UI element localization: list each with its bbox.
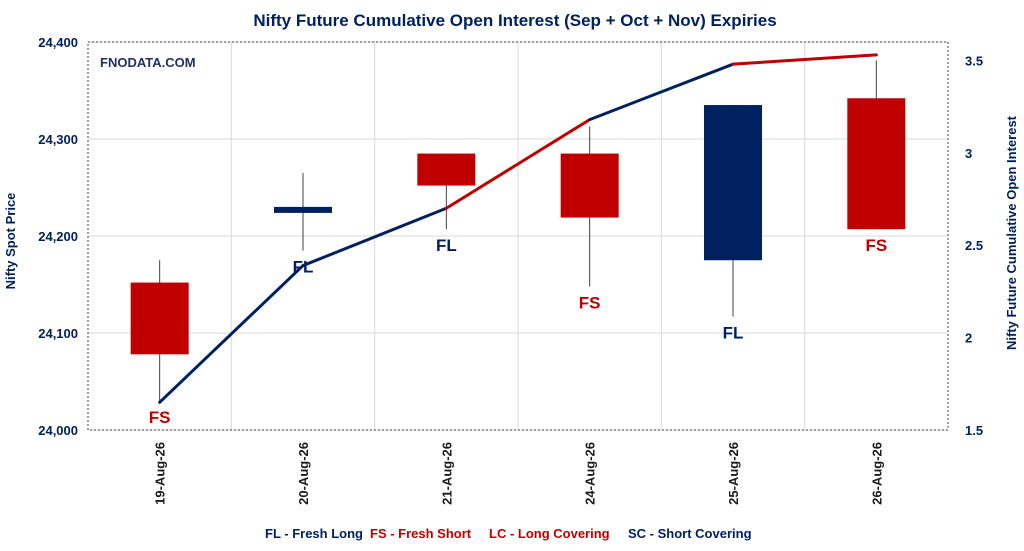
x-tick-label: 19-Aug-26 xyxy=(153,442,168,505)
legend-item: LC - Long Covering xyxy=(489,526,610,541)
candle-tag: FL xyxy=(293,258,314,277)
oi-line-segment xyxy=(301,206,448,268)
y-right-tick-label: 2 xyxy=(965,331,972,346)
candle-body xyxy=(417,153,476,186)
candle-tag: FS xyxy=(149,408,171,427)
y-left-tick-label: 24,200 xyxy=(38,229,78,244)
oi-line-layer xyxy=(158,53,878,404)
y-left-tick-label: 24,000 xyxy=(38,423,78,438)
candle-body xyxy=(704,105,762,261)
candle-tag: FL xyxy=(723,324,744,343)
oi-line-segment xyxy=(444,118,592,210)
grid-layer xyxy=(88,41,948,431)
x-tick-label: 26-Aug-26 xyxy=(869,442,884,505)
y-left-tick-label: 24,300 xyxy=(38,132,78,147)
x-tick-label: 24-Aug-26 xyxy=(583,442,598,505)
left-axis: 24,000 24,100 24,200 24,300 24,400 xyxy=(38,35,78,438)
y-right-tick-label: 2.5 xyxy=(965,238,983,253)
candle-body xyxy=(130,282,189,355)
y-left-tick-label: 24,100 xyxy=(38,326,78,341)
watermark: FNODATA.COM xyxy=(100,55,196,70)
legend-item: FS - Fresh Short xyxy=(370,526,472,541)
y-right-tick-label: 1.5 xyxy=(965,423,983,438)
chart-title: Nifty Future Cumulative Open Interest (S… xyxy=(253,11,776,30)
candle-body xyxy=(847,98,906,230)
legend-item: SC - Short Covering xyxy=(628,526,752,541)
candle-tag: FS xyxy=(579,293,601,312)
x-tick-label: 20-Aug-26 xyxy=(296,442,311,505)
candle-body xyxy=(274,206,332,213)
legend: FL - Fresh Long FS - Fresh Short LC - Long… xyxy=(265,526,752,541)
candle-layer xyxy=(130,60,906,401)
right-axis: 1.5 2 2.5 3 3.5 xyxy=(965,53,983,438)
oi-line-segment xyxy=(158,264,305,404)
x-axis: 19-Aug-26 20-Aug-26 21-Aug-26 24-Aug-26 25-A… xyxy=(153,442,885,505)
candle-body xyxy=(560,153,619,218)
x-tick-label: 25-Aug-26 xyxy=(726,442,741,505)
y-right-axis-label: Nifty Future Cumulative Open Interest xyxy=(1004,115,1019,350)
y-left-tick-label: 24,400 xyxy=(38,35,78,50)
candle-tag: FS xyxy=(865,236,887,255)
tag-layer: FS FL FL FS FL FS xyxy=(149,236,887,427)
candle-tag: FL xyxy=(436,236,457,255)
x-tick-label: 21-Aug-26 xyxy=(439,442,454,505)
legend-item: FL - Fresh Long xyxy=(265,526,363,541)
y-right-tick-label: 3.5 xyxy=(965,53,983,68)
y-right-tick-label: 3 xyxy=(965,146,972,161)
plot-area-border xyxy=(87,41,949,431)
oi-line-segment xyxy=(731,53,878,66)
oi-line-segment xyxy=(588,62,735,122)
y-left-axis-label: Nifty Spot Price xyxy=(3,193,18,290)
